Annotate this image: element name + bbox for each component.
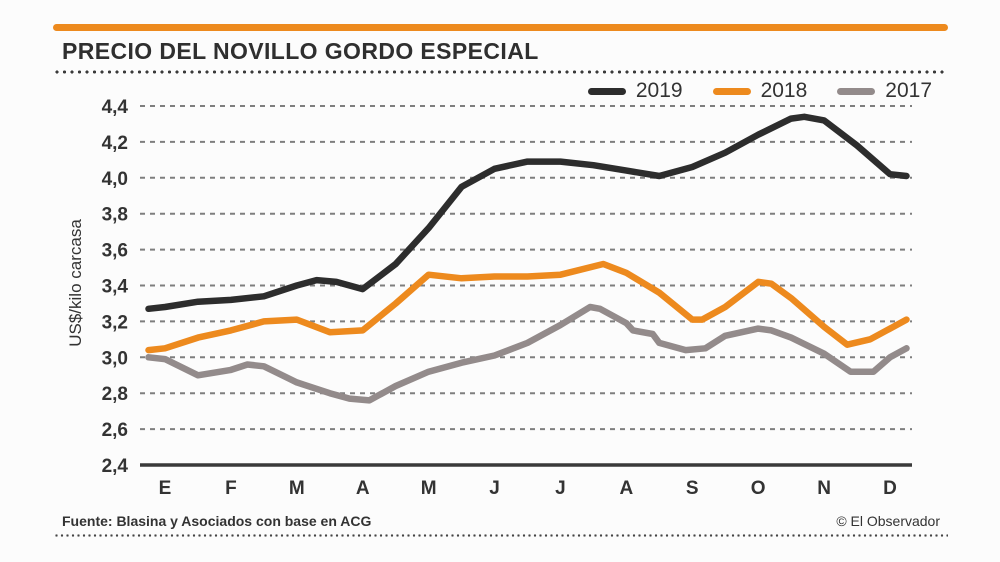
legend-swatch-2019: [587, 87, 626, 95]
y-tick-label: 4,0: [102, 169, 128, 190]
source-note: Fuente: Blasina y Asociados con base en …: [62, 513, 372, 529]
accent-bar: [53, 24, 948, 31]
x-tick-label-5: J: [489, 478, 500, 499]
x-tick-label-1: F: [225, 478, 237, 499]
x-tick-label-3: A: [356, 478, 370, 499]
footer-divider: [55, 534, 948, 537]
x-tick-label-8: S: [686, 478, 699, 499]
legend-label-2017: 2017: [885, 79, 932, 102]
y-tick-label: 2,4: [102, 456, 129, 477]
x-tick-label-7: A: [619, 478, 633, 499]
y-tick-label: 4,4: [102, 97, 129, 118]
x-tick-label-4: M: [421, 478, 437, 499]
y-tick-label: 3,2: [102, 312, 128, 333]
y-tick-label: 3,6: [102, 241, 128, 262]
series-line-2019: [145, 113, 910, 313]
x-tick-label-10: N: [817, 478, 831, 499]
legend-label-2018: 2018: [760, 79, 808, 102]
legend-swatch-2018: [712, 87, 751, 95]
legend-swatch-2017: [837, 87, 876, 95]
title-divider: [55, 70, 948, 74]
x-tick-label-2: M: [289, 478, 305, 499]
y-tick-label: 3,8: [102, 205, 128, 226]
y-tick-label: 3,4: [102, 277, 129, 298]
credit-note: © El Observador: [836, 513, 940, 529]
legend-label-2019: 2019: [635, 79, 683, 102]
y-tick-label: 2,6: [102, 420, 128, 441]
legend-item-2017: 2017: [837, 79, 932, 103]
x-tick-label-11: D: [883, 478, 897, 499]
y-tick-label: 3,0: [102, 348, 128, 369]
page-title: PRECIO DEL NOVILLO GORDO ESPECIAL: [62, 38, 539, 64]
legend-item-2018: 2018: [712, 79, 808, 103]
x-tick-label-9: O: [751, 478, 766, 499]
series-line-2018: [145, 260, 910, 354]
x-tick-label-6: J: [555, 478, 566, 499]
legend-item-2019: 2019: [587, 79, 683, 103]
y-tick-label: 2,8: [102, 384, 128, 405]
y-tick-label: 4,2: [102, 133, 128, 154]
legend: 2019 2018 2017: [587, 79, 932, 103]
series-line-2017: [145, 303, 910, 404]
x-tick-label-0: E: [159, 478, 172, 499]
